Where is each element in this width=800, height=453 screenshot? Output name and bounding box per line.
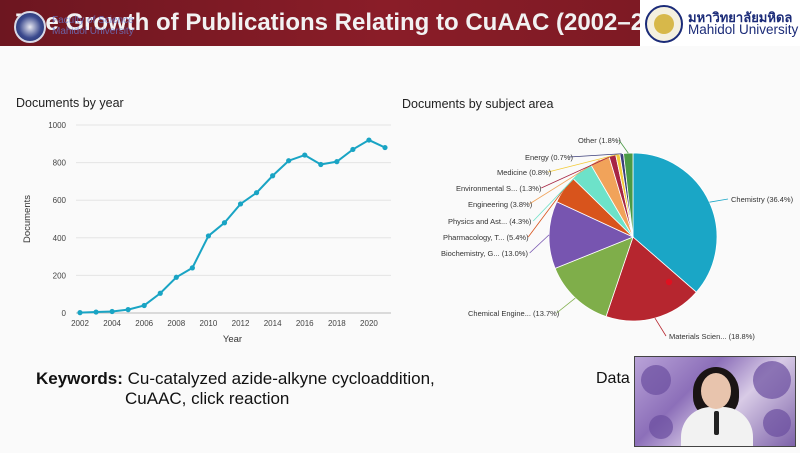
pie-slice-label: Chemistry (36.4%) xyxy=(731,195,794,204)
data-point xyxy=(173,274,179,280)
pie-slice-label: Chemical Engine... (13.7%) xyxy=(468,309,560,318)
faculty-logo-icon xyxy=(14,11,46,43)
y-tick-label: 200 xyxy=(53,271,67,280)
pie-leader-line xyxy=(548,154,618,173)
pie-leader-line xyxy=(527,189,565,238)
university-seal-icon xyxy=(645,5,683,43)
x-tick-label: 2012 xyxy=(232,319,250,328)
keywords-value-1: Cu-catalyzed azide-alkyne cycloaddition, xyxy=(127,369,435,388)
x-tick-label: 2006 xyxy=(135,319,153,328)
pointer-dot xyxy=(665,278,673,286)
data-point xyxy=(253,190,260,196)
pie-chart-title: Documents by subject area xyxy=(402,97,554,111)
pie-slice-label: Engineering (3.8%) xyxy=(468,200,533,209)
data-point xyxy=(205,233,212,239)
pie-slice-label: Other (1.8%) xyxy=(578,136,621,145)
keywords-line-1: Keywords: Cu-catalyzed azide-alkyne cycl… xyxy=(36,369,435,389)
x-tick-label: 2016 xyxy=(296,319,314,328)
pie-slice-label: Physics and Ast... (4.3%) xyxy=(448,217,532,226)
y-tick-label: 0 xyxy=(62,309,67,318)
pie-slice-label: Medicine (0.8%) xyxy=(497,168,552,177)
x-tick-label: 2014 xyxy=(264,319,282,328)
y-tick-label: 1000 xyxy=(48,121,66,130)
pie-leader-line xyxy=(569,153,622,158)
slide-header: The Growth of Publications Relating to C… xyxy=(0,0,692,46)
x-tick-label: 2008 xyxy=(167,319,185,328)
pie-slice xyxy=(554,236,634,318)
x-tick-label: 2004 xyxy=(103,319,121,328)
data-point xyxy=(382,144,388,151)
pie-slice-label: Materials Scien... (18.8%) xyxy=(669,332,755,341)
presenter-face xyxy=(701,373,731,409)
data-point xyxy=(109,308,115,315)
pie-slice xyxy=(548,201,635,269)
data-point xyxy=(93,309,99,315)
pie-slice-label: Energy (0.7%) xyxy=(525,153,573,162)
data-point xyxy=(270,173,276,179)
pie-slice-label: Pharmacology, T... (5.4%) xyxy=(443,233,529,242)
pie-leader-line xyxy=(529,234,550,254)
pie-leader-line xyxy=(556,297,576,314)
y-axis-title: Documents xyxy=(22,195,33,243)
data-text: Data xyxy=(596,370,630,387)
data-point xyxy=(77,310,83,316)
pie-leader-line xyxy=(709,198,729,203)
documents-series-line xyxy=(79,138,386,314)
data-point xyxy=(221,220,228,226)
keywords-value-2: CuAAC, click reaction xyxy=(125,389,290,408)
pie-slice xyxy=(623,152,634,238)
data-point xyxy=(286,158,292,164)
pie-leader-line xyxy=(541,155,613,189)
data-point xyxy=(302,152,308,158)
y-tick-label: 800 xyxy=(53,159,67,168)
pie-leader-line xyxy=(618,139,629,154)
x-tick-label: 2002 xyxy=(71,319,89,328)
data-point xyxy=(334,159,340,165)
microphone-icon xyxy=(714,411,719,435)
y-tick-label: 400 xyxy=(53,234,67,243)
y-tick-label: 600 xyxy=(53,196,67,205)
x-tick-label: 2020 xyxy=(360,319,378,328)
data-point xyxy=(237,201,244,207)
university-name-thai: มหาวิทยาลัยมหิดล xyxy=(688,10,793,25)
pie-leader-line xyxy=(654,317,667,337)
pie-leader-line xyxy=(529,159,600,205)
faculty-logo-text: Faculty of Science Mahidol University xyxy=(52,15,134,37)
data-point xyxy=(125,307,131,313)
data-point xyxy=(141,302,147,309)
data-point xyxy=(157,290,163,296)
x-tick-label: 2010 xyxy=(200,319,218,328)
pie-slice xyxy=(632,152,718,293)
x-tick-label: 2018 xyxy=(328,319,346,328)
data-point xyxy=(318,161,324,168)
data-point xyxy=(189,265,195,271)
line-chart-title: Documents by year xyxy=(16,96,124,110)
data-point xyxy=(350,146,356,153)
keywords-label: Keywords: xyxy=(36,369,123,388)
pie-leader-line xyxy=(532,170,582,222)
pie-slice xyxy=(605,236,697,322)
x-axis-title: Year xyxy=(223,334,242,345)
university-name-english: Mahidol University xyxy=(688,22,799,37)
pie-slice-label: Biochemistry, G... (13.0%) xyxy=(441,249,528,258)
slide-title: The Growth of Publications Relating to C… xyxy=(16,9,693,36)
data-point xyxy=(366,137,372,143)
presenter-video[interactable] xyxy=(634,356,796,447)
pie-slice-label: Environmental S... (1.3%) xyxy=(456,184,542,193)
